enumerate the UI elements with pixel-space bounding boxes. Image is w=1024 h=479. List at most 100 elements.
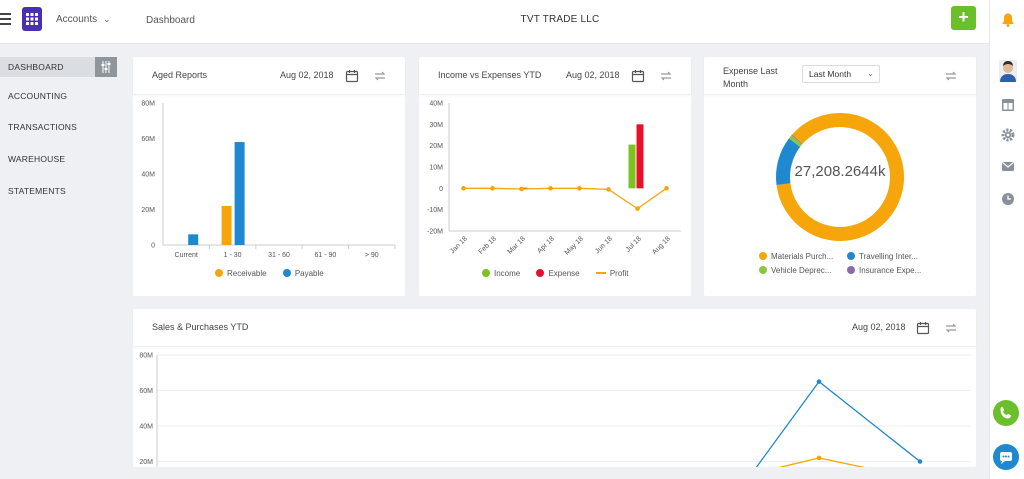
sidebar-item-statements[interactable]: STATEMENTS [8, 186, 66, 196]
x-tick-label: 61 - 90 [315, 252, 337, 259]
sidebar-item-transactions[interactable]: TRANSACTIONS [8, 122, 77, 132]
avatar[interactable] [999, 60, 1017, 82]
refresh-icon[interactable] [373, 69, 387, 83]
legend-label: Income [494, 269, 521, 278]
profit-point [519, 186, 524, 192]
gear-icon[interactable] [1000, 127, 1016, 143]
bar-income [628, 144, 636, 189]
add-button[interactable]: + [951, 6, 976, 30]
legend-swatch [595, 272, 606, 274]
menu-icon[interactable] [0, 13, 12, 27]
right-rail [989, 0, 1024, 479]
calendar-icon[interactable] [631, 69, 645, 83]
card-title: Sales & Purchases YTD [152, 322, 249, 332]
x-tick-label: Feb 18 [478, 235, 498, 255]
breadcrumb: Dashboard [146, 15, 195, 26]
income-expenses-chart: 40M 30M 20M 10M 0 -10M -20M Jan 18 Feb 18 Mar 18 A… [427, 101, 681, 257]
app-logo[interactable] [22, 7, 42, 31]
x-tick-label: Mar 18 [507, 235, 527, 255]
app-switcher-label[interactable]: Accounts [56, 14, 98, 25]
y-tick-label: 20M [139, 459, 153, 466]
expense-legend: Materials Purch... Travelling Inter... Ve… [759, 252, 939, 275]
legend-label: Insurance Expe... [859, 266, 922, 275]
y-tick-label: 10M [429, 165, 443, 172]
legend-label: Materials Purch... [771, 252, 834, 261]
legend-swatch [759, 252, 767, 260]
y-tick-label: 80M [139, 353, 153, 360]
card-title: Aged Reports [152, 70, 208, 80]
profit-point [461, 186, 466, 191]
y-tick-label: 40M [139, 424, 153, 431]
legend-item[interactable]: Vehicle Deprec... [759, 266, 847, 275]
series-line [755, 380, 921, 467]
x-tick-label: Aug 18 [651, 235, 672, 256]
sidebar-item-dashboard[interactable]: DASHBOARD [0, 57, 95, 77]
x-tick-label: 1 - 30 [224, 252, 242, 259]
clock-icon[interactable] [1000, 191, 1016, 207]
y-tick-label: 40M [429, 101, 443, 108]
phone-button[interactable] [993, 400, 1019, 426]
chat-button[interactable] [993, 444, 1019, 470]
profit-point [635, 206, 640, 211]
refresh-icon[interactable] [944, 321, 958, 335]
donut-slice [788, 135, 803, 147]
legend-swatch [536, 269, 545, 277]
y-tick-label: 0 [439, 186, 443, 193]
legend-item[interactable]: Materials Purch... [759, 252, 847, 261]
bar-expense [636, 124, 644, 189]
calendar-icon[interactable] [916, 321, 930, 335]
chat-icon [1000, 452, 1012, 464]
income-expenses-card: Income vs Expenses YTD Aug 02, 2018 40M 3… [419, 57, 691, 296]
sidebar-item-accounting[interactable]: ACCOUNTING [8, 91, 68, 101]
legend-item[interactable]: Payable [282, 269, 324, 278]
sales-purchases-chart: 80M 60M 40M 20M [139, 353, 971, 467]
series-point [816, 379, 822, 384]
legend-item[interactable]: Expense [536, 269, 580, 278]
sidebar-item-warehouse[interactable]: WAREHOUSE [8, 154, 66, 164]
series-point [917, 459, 923, 464]
legend-item[interactable]: Receivable [215, 269, 267, 278]
legend-item[interactable]: Insurance Expe... [847, 266, 935, 275]
card-date: Aug 02, 2018 [852, 322, 906, 332]
x-tick-label: > 90 [365, 252, 379, 259]
legend-label: Payable [294, 269, 324, 278]
y-tick-label: 60M [141, 136, 155, 143]
legend-item[interactable]: Profit [595, 269, 629, 278]
sidebar-settings-toggle[interactable] [95, 57, 117, 77]
y-tick-label: 30M [429, 122, 443, 129]
card-title: Income vs Expenses YTD [438, 70, 542, 80]
period-select[interactable]: Last Month ⌄ [802, 65, 880, 83]
y-tick-label: 40M [141, 172, 155, 179]
calendar-icon[interactable] [345, 69, 359, 83]
aged-reports-legend: Receivable Payable [215, 269, 338, 278]
x-tick-label: Current [175, 252, 198, 259]
profit-line [463, 187, 667, 210]
legend-item[interactable]: Travelling Inter... [847, 252, 935, 261]
refresh-icon[interactable] [944, 69, 958, 83]
income-expenses-legend: Income Expense Profit [482, 269, 643, 278]
profit-point [548, 186, 553, 191]
y-tick-label: -10M [427, 207, 443, 214]
y-tick-label: 20M [429, 143, 443, 150]
legend-swatch [282, 269, 291, 277]
card-date: Aug 02, 2018 [566, 70, 620, 80]
profit-point [490, 186, 495, 191]
bar-receivable [221, 205, 232, 245]
top-bar: Accounts ⌄ Dashboard TVT TRADE LLC + [0, 0, 989, 44]
x-tick-label: Apr 18 [536, 235, 556, 255]
mail-icon[interactable] [1000, 158, 1016, 174]
bell-icon[interactable] [1000, 12, 1016, 28]
sidebar: DASHBOARD ACCOUNTING TRANSACTIONS WAREHO… [0, 44, 131, 479]
layout-icon[interactable] [1000, 97, 1016, 113]
refresh-icon[interactable] [659, 69, 673, 83]
legend-item[interactable]: Income [482, 269, 520, 278]
legend-label: Vehicle Deprec... [771, 266, 832, 275]
legend-label: Receivable [227, 269, 267, 278]
x-tick-label: 31 - 60 [268, 252, 290, 259]
donut-slice [776, 138, 801, 186]
y-tick-label: 20M [141, 207, 155, 214]
donut-slice [776, 113, 904, 241]
y-tick-label: 80M [141, 101, 155, 108]
chevron-down-icon[interactable]: ⌄ [103, 14, 111, 24]
x-tick-label: Jan 18 [449, 235, 469, 255]
